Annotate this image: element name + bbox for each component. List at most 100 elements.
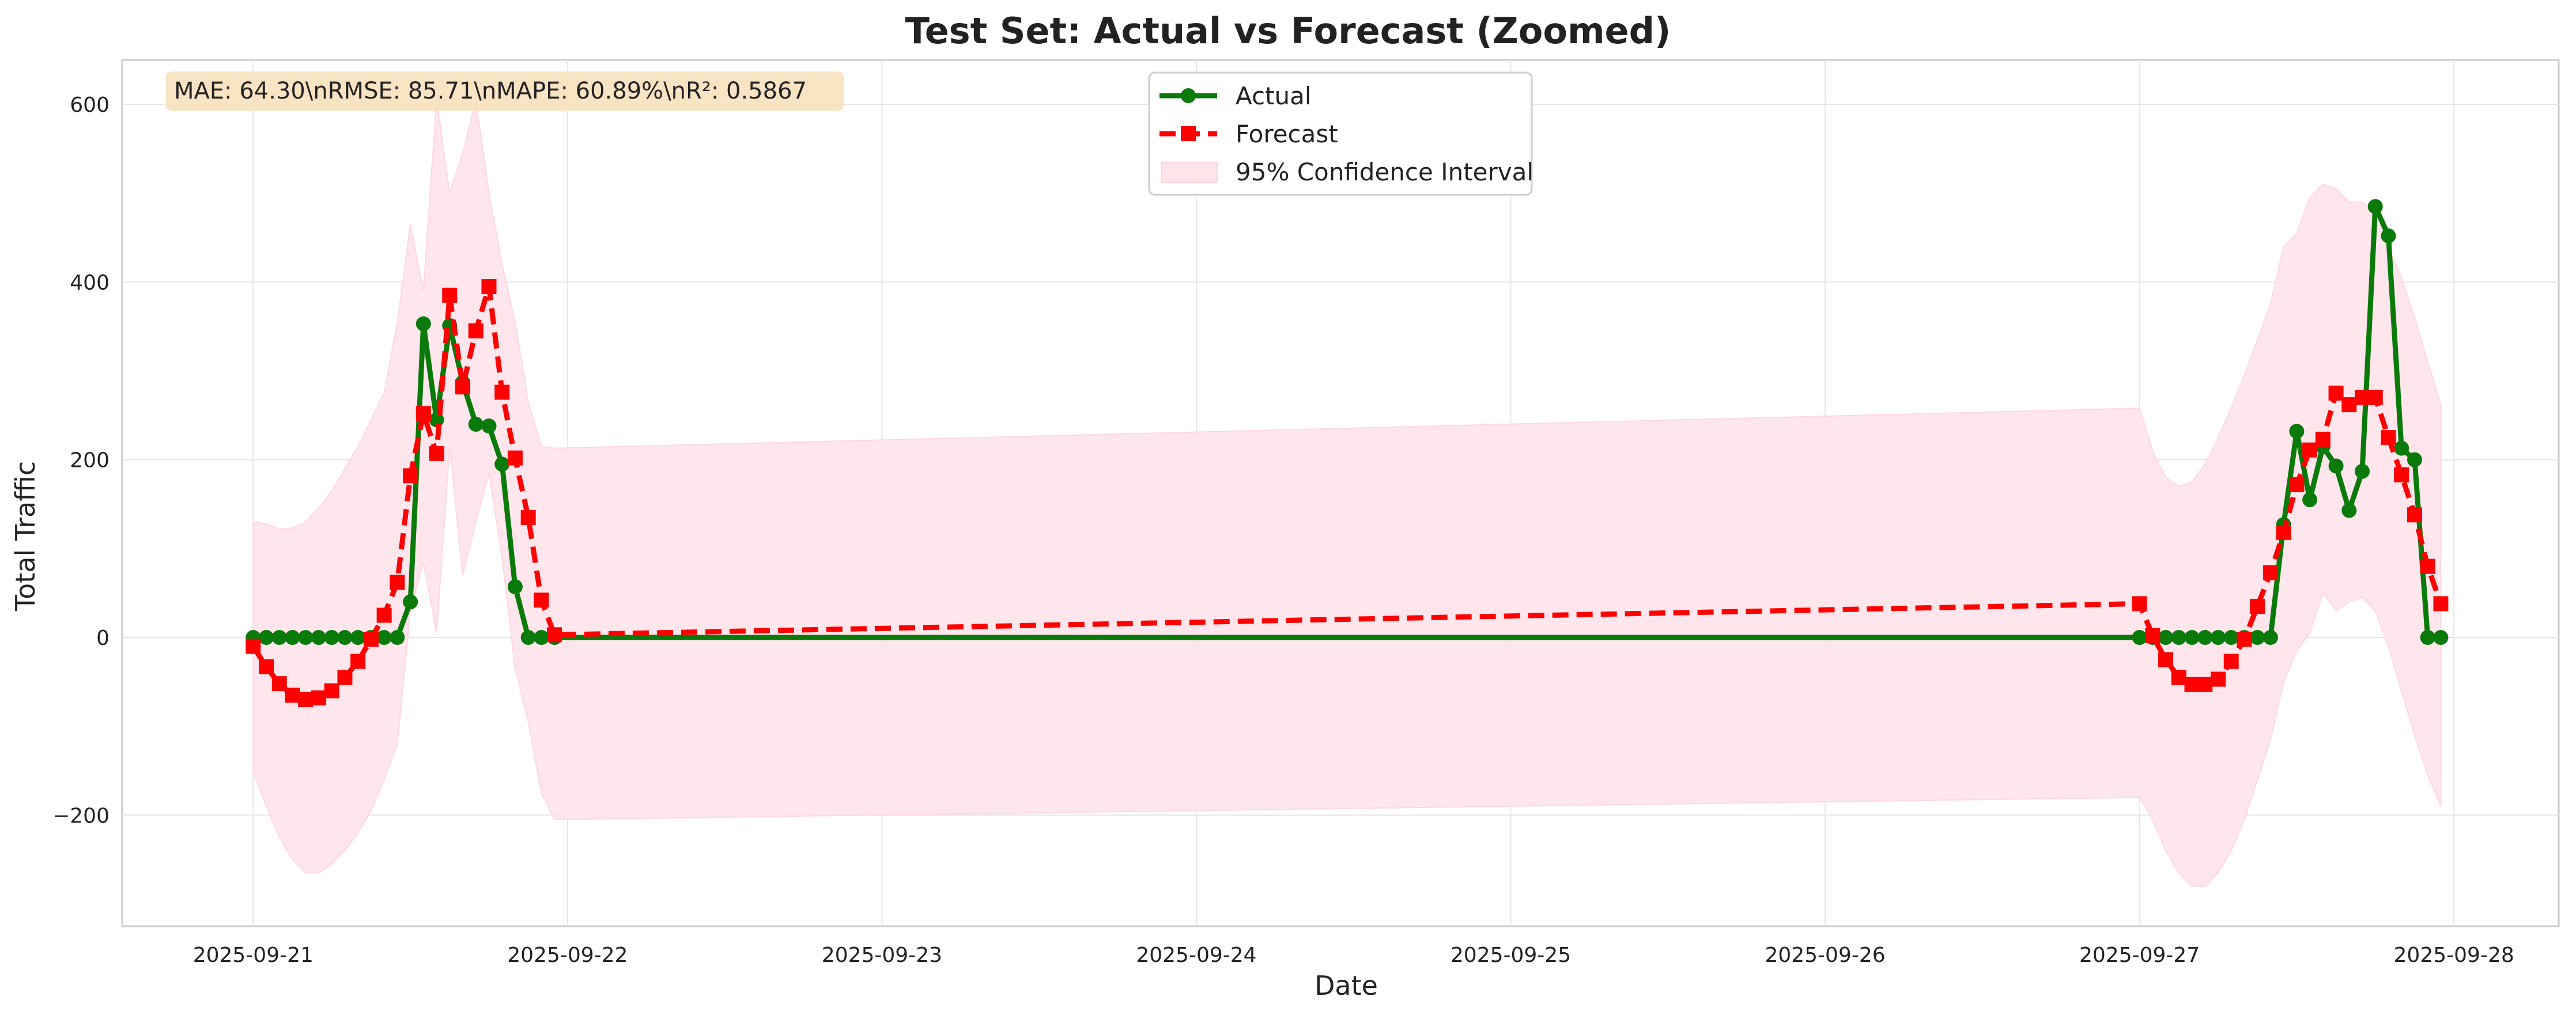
forecast-point: [2197, 677, 2213, 692]
actual-point: [2394, 440, 2409, 456]
legend-box: [1148, 71, 1533, 196]
forecast-point: [2237, 632, 2252, 647]
forecast-point: [416, 406, 431, 421]
actual-point: [416, 316, 431, 331]
forecast-point: [403, 468, 418, 484]
actual-point: [2302, 492, 2318, 508]
forecast-point: [298, 692, 313, 707]
forecast-point: [271, 676, 287, 692]
forecast-point: [2407, 507, 2422, 523]
forecast-point: [285, 688, 300, 703]
actual-point: [429, 412, 444, 428]
actual-point: [2367, 199, 2383, 214]
x-tick-label: 2025-09-21: [193, 943, 313, 967]
legend-forecast-marker: [1181, 126, 1196, 141]
actual-point: [2184, 630, 2200, 645]
actual-point: [376, 630, 392, 645]
forecast-point: [245, 639, 261, 654]
actual-point: [2381, 228, 2396, 244]
forecast-point: [2171, 670, 2186, 685]
actual-point: [2171, 630, 2186, 645]
actual-point: [520, 630, 536, 645]
actual-point: [2433, 630, 2449, 645]
chart-title: Test Set: Actual vs Forecast (Zoomed): [905, 10, 1671, 52]
y-tick-label: 200: [70, 449, 109, 473]
forecast-point: [2420, 558, 2435, 574]
actual-point: [481, 418, 497, 434]
legend-forecast-label: Forecast: [1236, 120, 1338, 148]
forecast-point: [2210, 671, 2226, 687]
forecast-point: [2132, 596, 2147, 612]
x-axis-title: Date: [1315, 970, 1378, 1001]
forecast-point: [468, 323, 484, 339]
forecast-point: [2223, 654, 2239, 669]
actual-point: [2210, 630, 2226, 645]
x-tick-label: 2025-09-25: [1451, 943, 1571, 967]
actual-point: [2132, 630, 2147, 645]
forecast-point: [350, 654, 366, 669]
forecast-point: [2184, 677, 2200, 692]
forecast-point: [2341, 397, 2357, 413]
forecast-point: [2381, 430, 2396, 446]
confidence-interval-band: [252, 100, 2442, 887]
actual-point: [2289, 424, 2305, 439]
forecast-point: [259, 659, 274, 674]
y-tick-label: 400: [70, 271, 109, 295]
forecast-point: [390, 575, 405, 590]
x-tick-label: 2025-09-27: [2079, 943, 2200, 967]
y-tick-label: −200: [52, 804, 109, 828]
actual-point: [2250, 630, 2265, 645]
forecast-point: [376, 607, 392, 623]
forecast-point: [2145, 628, 2160, 643]
forecast-point: [311, 690, 326, 705]
forecast-point: [337, 670, 353, 685]
x-tick-label: 2025-09-28: [2394, 943, 2514, 967]
legend-ci-swatch: [1161, 162, 1218, 183]
actual-point: [285, 630, 300, 645]
metrics-text: MAE: 64.30\nRMSE: 85.71\nMAPE: 60.89%\nR…: [174, 78, 807, 104]
forecast-point: [2355, 390, 2370, 405]
actual-point: [298, 630, 313, 645]
legend-ci-label: 95% Confidence Interval: [1236, 158, 1533, 186]
actual-point: [2355, 463, 2370, 479]
y-tick-label: 600: [70, 93, 109, 117]
x-tick-label: 2025-09-26: [1765, 943, 1885, 967]
forecast-point: [2367, 390, 2383, 405]
forecast-point: [2276, 525, 2291, 541]
actual-point: [2223, 630, 2239, 645]
legend-actual-marker: [1181, 88, 1196, 103]
actual-point: [2328, 458, 2344, 474]
forecast-point: [2328, 386, 2344, 401]
forecast-point: [507, 450, 523, 466]
actual-point: [507, 579, 523, 595]
x-tick-label: 2025-09-24: [1136, 943, 1256, 967]
metrics-box: [166, 71, 844, 111]
forecast-point: [455, 379, 471, 395]
actual-point: [271, 630, 287, 645]
x-tick-label: 2025-09-23: [822, 943, 942, 967]
forecast-point: [2289, 477, 2305, 492]
forecast-point: [494, 384, 510, 400]
forecast-point: [520, 509, 536, 525]
actual-point: [2407, 452, 2422, 467]
actual-point: [2197, 630, 2213, 645]
actual-point: [324, 630, 339, 645]
forecast-point: [429, 446, 444, 461]
forecast-point: [2158, 652, 2174, 667]
plot-area: −200 0 200 400 600 2025-09-21 2025-09-22 2025-0…: [52, 59, 2560, 967]
forecast-point: [481, 279, 497, 295]
actual-point: [403, 594, 418, 610]
forecast-point: [363, 632, 379, 647]
actual-point: [534, 630, 549, 645]
actual-point: [337, 630, 353, 645]
y-axis-title: Total Traffic: [10, 461, 41, 612]
actual-point: [390, 630, 405, 645]
forecast-point: [442, 288, 458, 303]
actual-point: [311, 630, 326, 645]
actual-point: [2341, 503, 2357, 518]
forecast-point: [2394, 467, 2409, 482]
legend-actual-label: Actual: [1236, 82, 1312, 110]
actual-point: [2420, 630, 2435, 645]
